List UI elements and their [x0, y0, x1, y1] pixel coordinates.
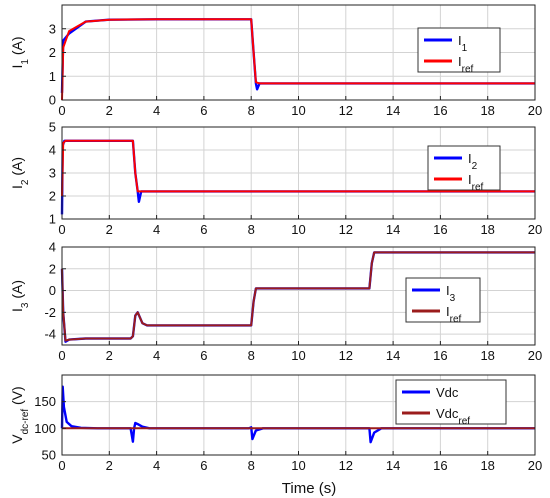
- legend-entry: Iref: [458, 54, 474, 75]
- x-tick-label: 14: [386, 458, 400, 473]
- x-tick-label: 0: [58, 458, 65, 473]
- x-tick-label: 8: [248, 348, 255, 363]
- y-axis-label: Vdc-ref (V): [9, 386, 31, 443]
- series-line-iref: [61, 251, 535, 342]
- x-tick-label: 6: [200, 458, 207, 473]
- x-tick-label: 20: [528, 348, 542, 363]
- x-tick-label: 18: [480, 222, 494, 237]
- x-tick-label: 16: [433, 458, 447, 473]
- x-tick-label: 0: [58, 103, 65, 118]
- y-tick-label: 0: [49, 283, 56, 298]
- x-tick-label: 2: [106, 103, 113, 118]
- x-tick-label: 8: [248, 458, 255, 473]
- x-tick-label: 6: [200, 222, 207, 237]
- x-tick-label: 4: [153, 458, 160, 473]
- y-tick-label: 150: [34, 394, 56, 409]
- x-tick-label: 16: [433, 222, 447, 237]
- legend-entry: I1: [458, 33, 468, 54]
- legend: Vdc Vdcref: [395, 379, 507, 427]
- x-tick-label: 2: [106, 222, 113, 237]
- y-tick-label: -2: [44, 305, 56, 320]
- y-axis-label: I1 (A): [9, 36, 31, 68]
- x-tick-label: 12: [339, 222, 353, 237]
- x-tick-label: 18: [480, 103, 494, 118]
- y-tick-label: -4: [44, 327, 56, 342]
- x-tick-label: 14: [386, 222, 400, 237]
- x-tick-label: 14: [386, 348, 400, 363]
- x-tick-label: 16: [433, 103, 447, 118]
- legend-entry: I3: [446, 283, 456, 304]
- x-tick-label: 10: [291, 222, 305, 237]
- x-tick-label: 8: [248, 222, 255, 237]
- x-tick-label: 20: [528, 458, 542, 473]
- x-tick-label: 2: [106, 458, 113, 473]
- series-line-iref: [61, 18, 535, 101]
- y-tick-label: 0: [49, 93, 56, 108]
- x-tick-label: 0: [58, 348, 65, 363]
- x-tick-label: 12: [339, 348, 353, 363]
- x-tick-label: 6: [200, 348, 207, 363]
- x-tick-label: 20: [528, 103, 542, 118]
- y-tick-label: 1: [49, 212, 56, 227]
- legend-entry: Iref: [468, 172, 484, 193]
- legend-box: [427, 145, 501, 191]
- y-tick-label: 2: [49, 261, 56, 276]
- legend-entry: I2: [468, 151, 478, 172]
- y-axis-label: I3 (A): [9, 280, 31, 312]
- x-tick-label: 10: [291, 348, 305, 363]
- x-tick-label: 10: [291, 103, 305, 118]
- x-tick-label: 4: [153, 103, 160, 118]
- y-tick-label: 4: [49, 240, 56, 255]
- legend-entry: Vdc: [436, 385, 459, 400]
- x-tick-label: 16: [433, 348, 447, 363]
- y-axis-label: I2 (A): [9, 157, 31, 189]
- x-tick-label: 20: [528, 222, 542, 237]
- y-tick-label: 3: [49, 21, 56, 36]
- y-tick-label: 5: [49, 120, 56, 135]
- y-tick-label: 2: [49, 45, 56, 60]
- x-tick-label: 12: [339, 103, 353, 118]
- x-tick-label: 0: [58, 222, 65, 237]
- y-tick-label: 50: [42, 448, 56, 463]
- legend-entry: Vdcref: [436, 406, 470, 427]
- y-tick-label: 4: [49, 143, 56, 158]
- y-tick-label: 100: [34, 421, 56, 436]
- x-tick-label: 2: [106, 348, 113, 363]
- x-tick-label: 14: [386, 103, 400, 118]
- x-tick-label: 18: [480, 348, 494, 363]
- y-tick-label: 1: [49, 69, 56, 84]
- legend-box: [417, 27, 501, 73]
- legend-box: [405, 277, 481, 323]
- x-tick-label: 4: [153, 222, 160, 237]
- x-tick-label: 8: [248, 103, 255, 118]
- y-tick-label: 3: [49, 166, 56, 181]
- legend-box: [395, 379, 507, 425]
- legend-entry: Iref: [446, 304, 462, 325]
- y-tick-label: 2: [49, 189, 56, 204]
- x-tick-label: 12: [339, 458, 353, 473]
- x-tick-label: 18: [480, 458, 494, 473]
- series-line-iref: [61, 139, 535, 197]
- x-axis-label: Time (s): [282, 480, 336, 497]
- x-tick-label: 10: [291, 458, 305, 473]
- x-tick-label: 6: [200, 103, 207, 118]
- x-tick-label: 4: [153, 348, 160, 363]
